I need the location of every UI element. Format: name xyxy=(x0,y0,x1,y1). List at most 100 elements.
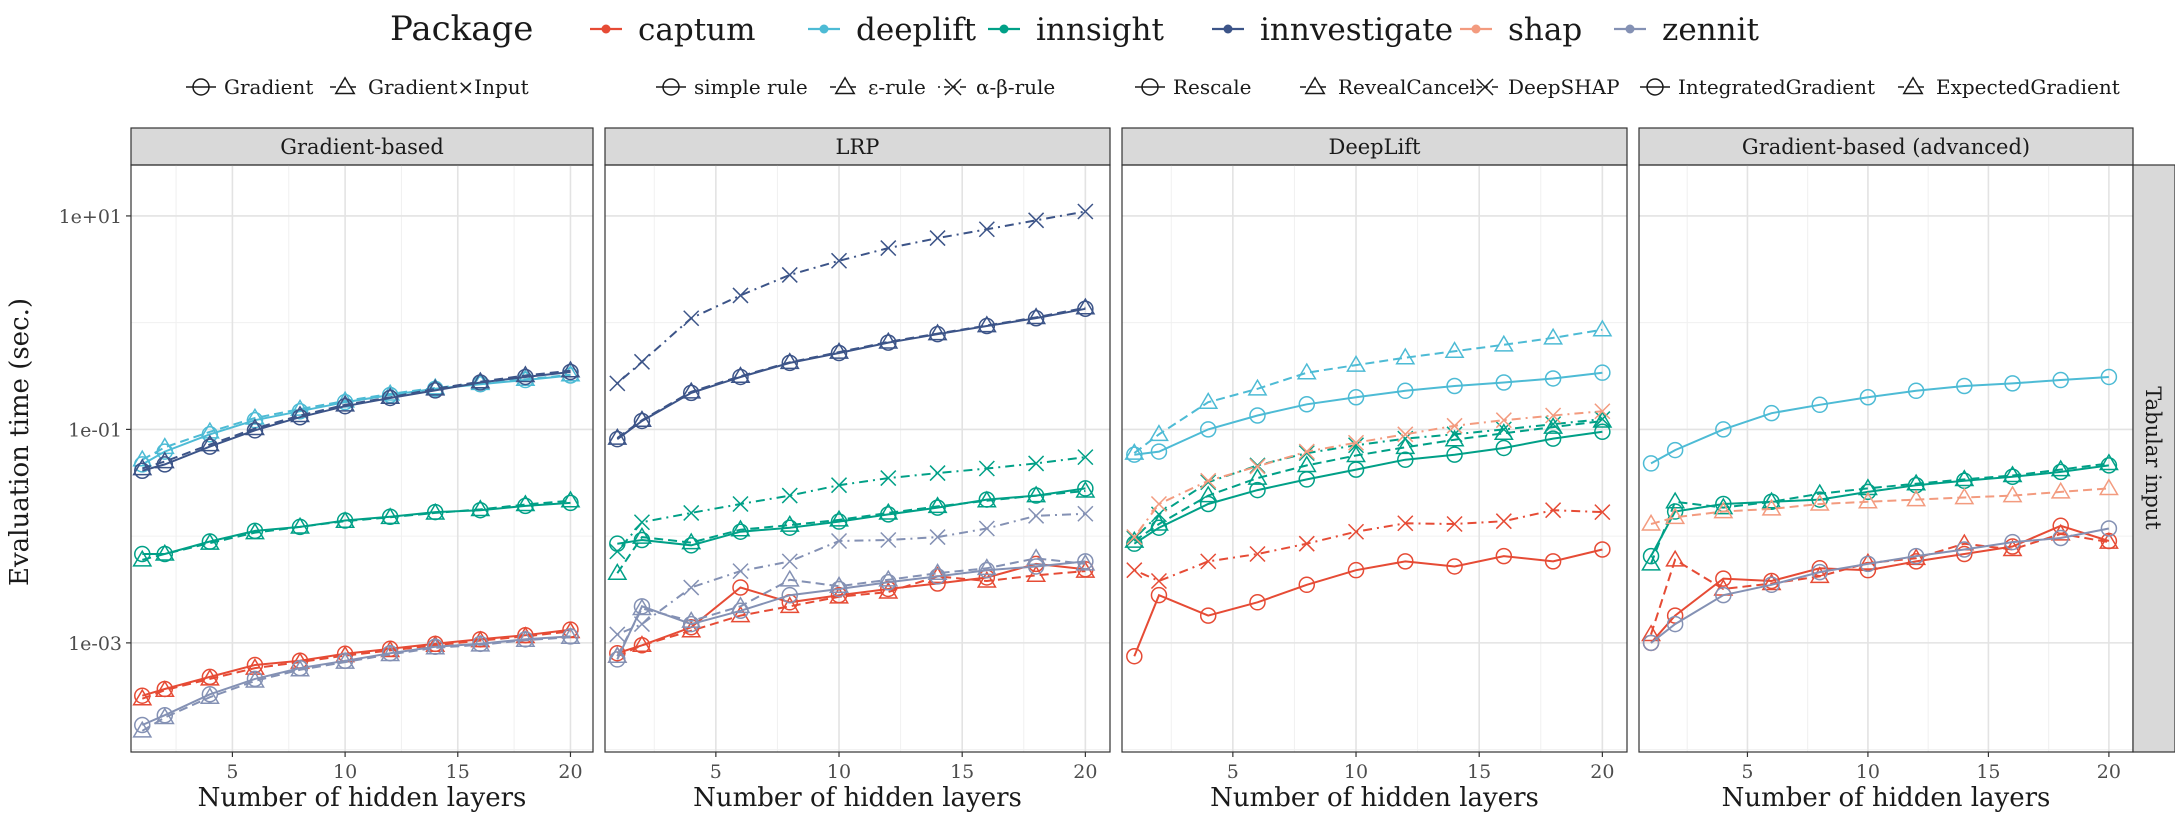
data-point xyxy=(381,389,399,407)
series-line xyxy=(1133,548,1603,657)
data-point xyxy=(1150,495,1167,513)
data-point xyxy=(632,526,652,544)
data-point xyxy=(1642,634,1660,652)
series-line xyxy=(1133,410,1603,538)
legend-key-shape xyxy=(1902,76,1924,95)
data-point xyxy=(2002,485,2023,503)
panel-border xyxy=(604,164,1111,753)
data-point xyxy=(1907,547,1925,565)
data-point xyxy=(132,458,153,476)
data-point xyxy=(201,426,219,443)
data-point xyxy=(1397,515,1414,532)
legend-key-shape xyxy=(1304,76,1326,95)
data-point xyxy=(976,490,997,508)
x-tick-label: 20 xyxy=(1073,761,1097,783)
panel-title: DeepLift xyxy=(1328,135,1421,159)
series-innsight-deepshap xyxy=(1126,411,1611,547)
data-point xyxy=(878,502,899,520)
data-point xyxy=(380,644,401,662)
series-line xyxy=(1133,430,1603,545)
series-line xyxy=(142,501,571,555)
data-point xyxy=(683,504,700,521)
data-point xyxy=(1543,417,1564,434)
series-innvestigate--rule xyxy=(607,297,1096,445)
x-tick-label: 20 xyxy=(558,761,582,783)
data-point xyxy=(1347,389,1365,406)
data-point xyxy=(1545,407,1562,424)
data-point xyxy=(1028,212,1045,229)
data-point xyxy=(1495,513,1512,530)
data-point xyxy=(1641,624,1661,642)
data-point xyxy=(1544,370,1562,387)
data-point xyxy=(978,460,995,477)
data-point xyxy=(1592,410,1613,428)
legend-item-innvestigate: innvestigate xyxy=(1212,12,1453,48)
data-point xyxy=(880,573,897,591)
series-line xyxy=(1650,527,2110,644)
data-point xyxy=(562,494,579,512)
series-line xyxy=(1134,371,1603,456)
data-point xyxy=(1200,474,1217,491)
legend-methods: Gradient Gradient×Input simple rule ε-rule α… xyxy=(186,75,2120,99)
panel-1: Gradient-based 5 10 15 20 Number of hidden la… xyxy=(59,127,594,813)
x-tick-label: 5 xyxy=(226,761,238,783)
data-point xyxy=(878,569,899,587)
data-point xyxy=(1809,566,1830,584)
data-point xyxy=(607,427,628,445)
legend-method-gradient: Gradient xyxy=(186,75,313,99)
series-deeplift-revealcancel xyxy=(1124,319,1613,460)
data-point xyxy=(1713,501,1734,519)
data-point xyxy=(1149,424,1169,442)
data-point xyxy=(633,616,650,633)
legend-method-revealcancel: RevealCancel xyxy=(1300,75,1476,99)
data-point xyxy=(335,652,356,669)
data-point xyxy=(245,658,265,675)
series-shap-expectedgradient xyxy=(1641,478,2119,531)
data-point xyxy=(927,563,948,580)
data-point xyxy=(245,670,265,688)
data-point xyxy=(609,626,626,643)
data-point xyxy=(1077,505,1094,522)
data-point xyxy=(154,680,175,698)
legend-label: Gradient×Input xyxy=(368,75,529,99)
data-point xyxy=(978,520,995,537)
data-point xyxy=(732,563,749,580)
panel-title: Gradient-based (advanced) xyxy=(1742,135,2030,159)
data-point xyxy=(633,412,651,430)
data-point xyxy=(681,532,702,550)
data-point xyxy=(1296,455,1317,473)
data-point xyxy=(1809,483,1830,501)
legend-label: ExpectedGradient xyxy=(1936,75,2120,99)
legend-key-shape xyxy=(834,76,856,95)
series-line xyxy=(142,628,571,697)
data-point xyxy=(245,407,265,425)
data-point xyxy=(1027,309,1045,327)
data-point xyxy=(779,596,800,614)
x-tick-label: 20 xyxy=(1590,761,1614,783)
series-captum-expectedgradient xyxy=(1641,523,2119,642)
data-point xyxy=(1026,485,1047,503)
series-line xyxy=(1650,524,2110,644)
data-point xyxy=(732,287,749,304)
data-point xyxy=(425,378,446,396)
series-line xyxy=(616,490,1086,574)
data-point xyxy=(1149,513,1169,531)
data-point xyxy=(2050,481,2071,499)
data-point xyxy=(1545,502,1562,519)
legend-label: captum xyxy=(638,12,756,48)
data-point xyxy=(1642,455,1660,472)
legend-method--rule: α-β-rule xyxy=(938,75,1055,99)
data-point xyxy=(607,563,628,580)
legend-label: RevealCancel xyxy=(1338,75,1476,99)
data-point xyxy=(1715,570,1732,587)
x-tick-label: 10 xyxy=(827,761,851,783)
data-point xyxy=(1493,423,1514,441)
data-point xyxy=(470,634,491,652)
data-point xyxy=(1495,439,1513,457)
data-point xyxy=(560,627,581,645)
series-line xyxy=(1650,532,2110,635)
data-point xyxy=(1027,558,1045,575)
data-point xyxy=(1395,347,1416,365)
data-point xyxy=(472,501,489,519)
legend-label: shap xyxy=(1508,12,1582,48)
